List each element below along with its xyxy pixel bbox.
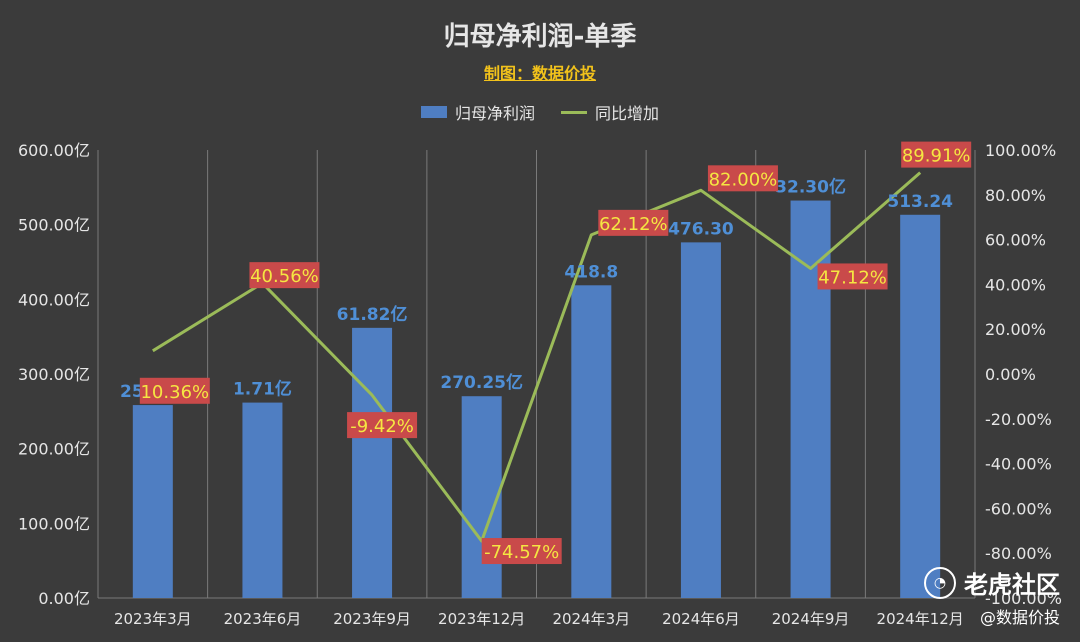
y-left-tick-label: 500.00亿 [18, 216, 90, 235]
bar [571, 285, 612, 598]
bar [461, 396, 502, 598]
y-left-tick-label: 0.00亿 [38, 589, 90, 608]
bar-value-label: 513.24 [887, 192, 953, 212]
bar-value-label: 32.30亿 [775, 177, 846, 198]
y-right-tick-label: 60.00% [985, 231, 1046, 250]
legend-line-label: 同比增加 [595, 104, 660, 123]
pct-label: 47.12% [818, 267, 887, 288]
pct-label: -9.42% [350, 416, 414, 437]
bar [680, 242, 721, 598]
legend: 归母净利润 同比增加 [0, 100, 1080, 124]
pct-label-bg [249, 262, 320, 289]
x-tick-label: 2024年6月 [662, 610, 740, 628]
chart-title: 归母净利润-单季 [443, 22, 637, 52]
legend-item-bar[interactable]: 归母净利润 [420, 100, 535, 124]
pct-label-bg [139, 377, 210, 404]
pct-label: 82.00% [709, 169, 778, 190]
x-tick-label: 2024年3月 [552, 610, 630, 628]
y-right-tick-label: -20.00% [985, 410, 1052, 429]
pct-label: 40.56% [250, 266, 319, 287]
y-right-tick-label: -60.00% [985, 499, 1052, 518]
x-tick-label: 2023年6月 [224, 610, 302, 628]
legend-item-line[interactable]: 同比增加 [561, 100, 659, 124]
x-tick-label: 2023年12月 [438, 610, 525, 628]
x-tick-label: 2024年9月 [772, 610, 850, 628]
y-right-tick-label: -80.00% [985, 544, 1052, 563]
bar [352, 327, 393, 598]
bar-value-label: 418.8 [564, 262, 618, 282]
bar-value-label: 270.25亿 [440, 372, 523, 393]
y-left-tick-label: 300.00亿 [18, 365, 90, 384]
y-right-tick-label: 100.00% [985, 141, 1056, 160]
pct-label-bg [598, 209, 669, 236]
pct-label: 89.91% [902, 146, 971, 167]
y-right-tick-label: -100.00% [985, 589, 1062, 608]
y-right-tick-label: 40.00% [985, 275, 1046, 294]
pct-label: 10.36% [140, 382, 209, 403]
y-left-tick-label: 600.00亿 [18, 141, 90, 160]
bar-value-label: 61.82亿 [337, 304, 408, 325]
y-right-tick-label: 0.00% [985, 365, 1036, 384]
watermark-brand: 老虎社区 [964, 571, 1060, 599]
x-tick-label: 2024年12月 [877, 610, 964, 628]
chart-subtitle: 制图：数据价投 [483, 64, 596, 83]
watermark: ◔ 老虎社区 @数据价投 [924, 565, 1060, 628]
legend-bar-swatch [420, 106, 447, 118]
watermark-handle: @数据价投 [979, 608, 1060, 627]
legend-line-swatch [561, 110, 587, 114]
y-right-tick-label: 20.00% [985, 320, 1046, 339]
y-right-tick-label: -40.00% [985, 455, 1052, 474]
y-left-tick-label: 400.00亿 [18, 290, 90, 309]
pct-label-bg [481, 538, 562, 565]
x-tick-label: 2023年9月 [333, 610, 411, 628]
pct-label-bg [817, 263, 888, 290]
bar [242, 402, 283, 598]
bar [900, 214, 941, 598]
legend-bar-label: 归母净利润 [454, 104, 535, 123]
pct-label-bg [707, 165, 778, 192]
bar [132, 405, 173, 598]
pct-label-bg [901, 141, 972, 168]
tiger-logo-icon: ◔ [924, 566, 956, 599]
pct-label-bg [347, 412, 418, 439]
pct-label: 62.12% [599, 214, 668, 235]
pct-label: -74.57% [484, 542, 559, 563]
x-tick-label: 2023年3月 [114, 610, 192, 628]
y-left-tick-label: 200.00亿 [18, 440, 90, 459]
y-right-tick-label: 80.00% [985, 186, 1046, 205]
yoy-line [152, 171, 922, 543]
bar-value-label: 1.71亿 [233, 379, 292, 400]
bar-value-label: 476.30 [668, 219, 734, 239]
y-left-tick-label: 100.00亿 [18, 514, 90, 533]
